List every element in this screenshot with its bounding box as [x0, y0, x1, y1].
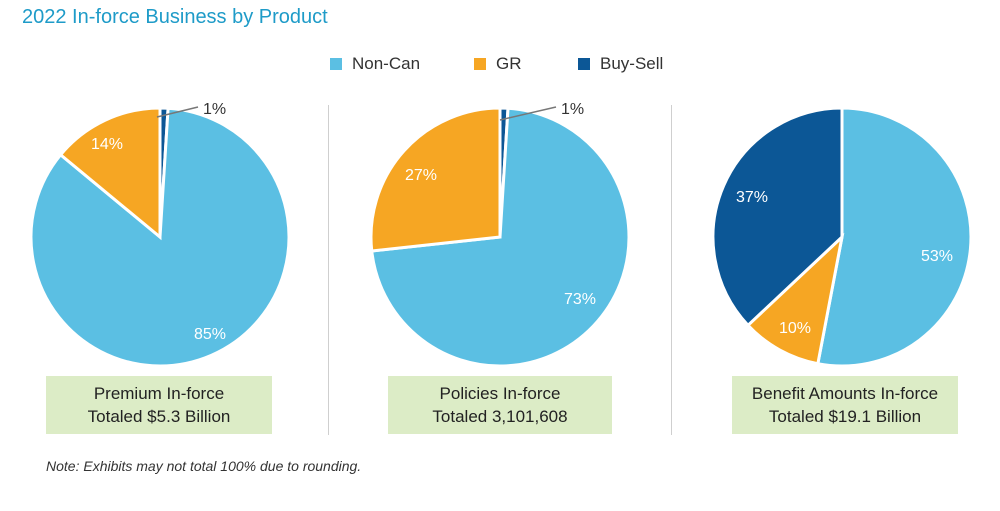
legend-swatch-non-can — [330, 58, 342, 70]
caption-line: Totaled $19.1 Billion — [768, 407, 922, 426]
data-label: 1% — [203, 101, 226, 118]
caption-line: Policies In-force — [439, 384, 561, 403]
legend-label: Buy-Sell — [600, 54, 664, 73]
caption-policies: Policies In-force Totaled 3,101,608 — [388, 376, 612, 434]
data-label: 37% — [736, 189, 768, 206]
data-label: 1% — [561, 101, 584, 118]
data-label: 53% — [921, 248, 953, 265]
pie-slice-gr — [369, 106, 502, 253]
divider — [328, 105, 329, 435]
legend-swatch-buy-sell — [578, 58, 590, 70]
legend: Non-Can GR Buy-Sell — [0, 54, 1000, 76]
data-label: 10% — [779, 320, 811, 337]
leader-line — [499, 106, 557, 121]
leader-line — [156, 106, 199, 118]
legend-item-non-can: Non-Can — [330, 54, 420, 74]
caption-premium: Premium In-force Totaled $5.3 Billion — [46, 376, 272, 434]
pie-slice-gr — [58, 106, 162, 241]
legend-item-gr: GR — [474, 54, 522, 74]
chart-title: 2022 In-force Business by Product — [22, 6, 328, 28]
legend-swatch-gr — [474, 58, 486, 70]
caption-line: Benefit Amounts In-force — [751, 384, 939, 403]
legend-label: GR — [496, 54, 522, 73]
caption-benefit: Benefit Amounts In-force Totaled $19.1 B… — [732, 376, 958, 434]
data-label: 73% — [564, 291, 596, 308]
pie-slice-buy-sell — [711, 106, 844, 328]
caption-line: Totaled $5.3 Billion — [87, 407, 231, 426]
caption-line: Premium In-force — [93, 384, 225, 403]
footnote: Note: Exhibits may not total 100% due to… — [46, 458, 362, 474]
data-label: 27% — [405, 167, 437, 184]
caption-line: Totaled 3,101,608 — [432, 407, 568, 426]
divider — [671, 105, 672, 435]
data-label: 85% — [194, 326, 226, 343]
legend-label: Non-Can — [352, 54, 421, 73]
pie-slice-non-can — [816, 106, 973, 368]
legend-item-buy-sell: Buy-Sell — [578, 54, 663, 74]
data-label: 14% — [91, 136, 123, 153]
pie-slice-gr — [745, 232, 845, 366]
